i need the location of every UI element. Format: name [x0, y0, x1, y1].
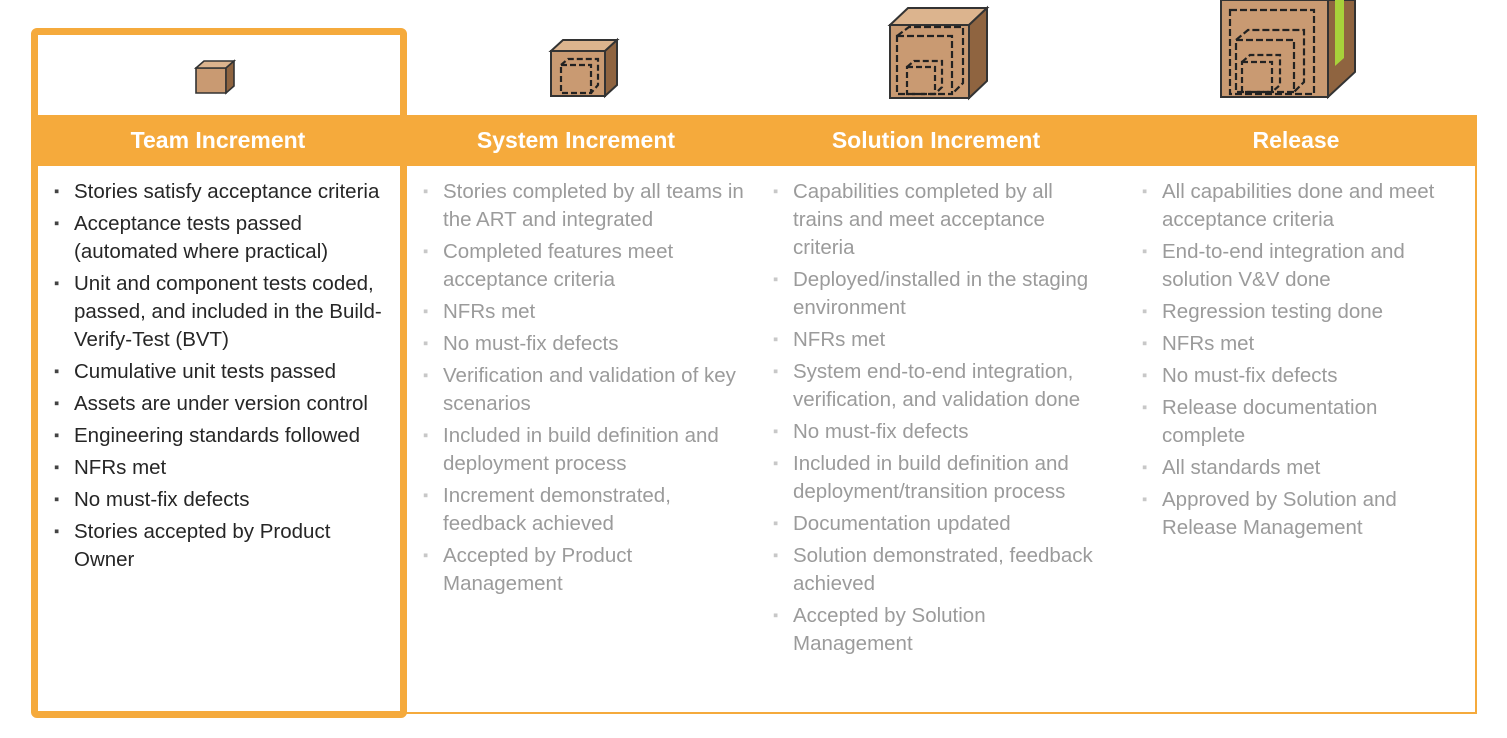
list-item: Regression testing done: [1142, 298, 1460, 326]
list-item: Stories accepted by Product Owner: [54, 518, 384, 574]
release-title: Release: [1252, 127, 1340, 153]
release-criteria: All capabilities done and meet acceptanc…: [1130, 178, 1460, 546]
list-item: No must-fix defects: [773, 418, 1103, 446]
list-item: Accepted by Product Management: [423, 542, 749, 598]
list-item: NFRs met: [773, 326, 1103, 354]
list-item: Deployed/installed in the staging enviro…: [773, 266, 1103, 322]
list-item: Increment demonstrated, feedback achieve…: [423, 482, 749, 538]
medium-box-icon: [548, 37, 620, 99]
list-item: All capabilities done and meet acceptanc…: [1142, 178, 1460, 234]
list-item: Included in build definition and deploym…: [423, 422, 749, 478]
list-item: Solution demonstrated, feedback achieved: [773, 542, 1103, 598]
header-band: [33, 115, 1477, 166]
small-box-icon: [193, 59, 237, 95]
list-item: Unit and component tests coded, passed, …: [54, 270, 384, 354]
solution-increment-title: Solution Increment: [831, 127, 1041, 153]
large-box-icon: [887, 5, 990, 101]
list-item: System end-to-end integration, verificat…: [773, 358, 1103, 414]
list-item: NFRs met: [54, 454, 384, 482]
list-item: Approved by Solution and Release Managem…: [1142, 486, 1460, 542]
list-item: Assets are under version control: [54, 390, 384, 418]
list-item: Included in build definition and deploym…: [773, 450, 1103, 506]
largest-box-icon: [1220, 0, 1356, 100]
list-item: All standards met: [1142, 454, 1460, 482]
list-item: Verification and validation of key scena…: [423, 362, 749, 418]
team-increment-highlight: [31, 28, 407, 718]
list-item: Cumulative unit tests passed: [54, 358, 384, 386]
list-item: No must-fix defects: [1142, 362, 1460, 390]
list-item: Stories completed by all teams in the AR…: [423, 178, 749, 234]
list-item: NFRs met: [423, 298, 749, 326]
solution-increment-criteria: Capabilities completed by all trains and…: [773, 178, 1103, 662]
list-item: Documentation updated: [773, 510, 1103, 538]
list-item: Acceptance tests passed (automated where…: [54, 210, 384, 266]
team-increment-criteria: Stories satisfy acceptance criteria Acce…: [54, 178, 384, 578]
list-item: Release documentation complete: [1142, 394, 1460, 450]
team-increment-title: Team Increment: [130, 127, 306, 153]
list-item: Accepted by Solution Management: [773, 602, 1103, 658]
list-item: Stories satisfy acceptance criteria: [54, 178, 384, 206]
list-item: Completed features meet acceptance crite…: [423, 238, 749, 294]
list-item: No must-fix defects: [54, 486, 384, 514]
list-item: NFRs met: [1142, 330, 1460, 358]
system-increment-criteria: Stories completed by all teams in the AR…: [411, 178, 749, 602]
list-item: Engineering standards followed: [54, 422, 384, 450]
system-increment-title: System Increment: [476, 127, 676, 153]
list-item: No must-fix defects: [423, 330, 749, 358]
list-item: Capabilities completed by all trains and…: [773, 178, 1103, 262]
list-item: End-to-end integration and solution V&V …: [1142, 238, 1460, 294]
